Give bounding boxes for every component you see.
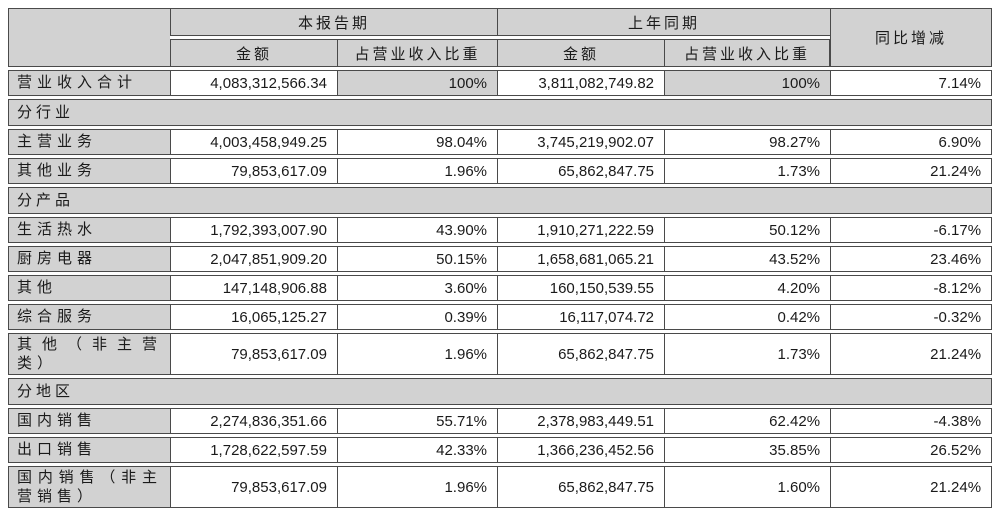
share-current-cell: 1.96% — [337, 333, 498, 375]
table-row: 其他业务 79,853,617.09 1.96% 65,862,847.75 1.73%… — [8, 158, 993, 184]
share-current-cell: 55.71% — [337, 408, 498, 434]
amount-prior-cell: 65,862,847.75 — [497, 466, 665, 508]
amount-current-cell: 1,728,622,597.59 — [170, 437, 337, 463]
amount-prior-cell: 16,117,074.72 — [497, 304, 665, 330]
table-row: 主营业务 4,003,458,949.25 98.04% 3,745,219,902.… — [8, 129, 993, 155]
header-row-groups: 本报告期 上年同期 同比增减 — [8, 8, 993, 67]
row-label-cell: 其他（非主营类） — [8, 333, 170, 375]
amount-prior-cell: 1,910,271,222.59 — [497, 217, 665, 243]
column-group-prior-period: 上年同期 — [497, 8, 831, 36]
row-label-cell: 厨房电器 — [8, 246, 170, 272]
yoy-change-cell: 23.46% — [830, 246, 993, 272]
header-row-subcolumns: 金额 占营业收入比重 金额 占营业收入比重 — [8, 39, 992, 67]
table-row: 国内销售（非主营销售） 79,853,617.09 1.96% 65,862,847.… — [8, 466, 993, 508]
share-prior-cell: 1.60% — [664, 466, 831, 508]
share-current-cell: 1.96% — [337, 466, 498, 508]
row-label-cell: 生活热水 — [8, 217, 170, 243]
share-current-cell: 3.60% — [337, 275, 498, 301]
amount-current-cell: 147,148,906.88 — [170, 275, 337, 301]
row-label-cell: 其他 — [8, 275, 170, 301]
amount-current-cell: 1,792,393,007.90 — [170, 217, 337, 243]
yoy-change-cell: 21.24% — [830, 333, 993, 375]
table-body: 营业收入合计 4,083,312,566.34 100% 3,811,082,749.… — [8, 70, 993, 508]
table-row: 出口销售 1,728,622,597.59 42.33% 1,366,236,452.… — [8, 437, 993, 463]
table-header: 本报告期 上年同期 同比增减 金额 占营业收入比重 金额 占营业收入比重 — [8, 8, 993, 67]
row-label-cell: 主营业务 — [8, 129, 170, 155]
table-row: 其他 147,148,906.88 3.60% 160,150,539.55 4.20%… — [8, 275, 993, 301]
column-group-current-period: 本报告期 — [170, 8, 498, 36]
yoy-change-cell: -4.38% — [830, 408, 993, 434]
share-prior-cell: 1.73% — [664, 333, 831, 375]
table-row: 生活热水 1,792,393,007.90 43.90% 1,910,271,222.… — [8, 217, 993, 243]
share-prior-cell: 50.12% — [664, 217, 831, 243]
amount-prior-cell: 1,658,681,065.21 — [497, 246, 665, 272]
amount-prior-cell: 1,366,236,452.56 — [497, 437, 665, 463]
share-current-cell: 1.96% — [337, 158, 498, 184]
row-label-cell: 出口销售 — [8, 437, 170, 463]
share-prior-cell: 98.27% — [664, 129, 831, 155]
share-current-cell: 50.15% — [337, 246, 498, 272]
table-row: 其他（非主营类） 79,853,617.09 1.96% 65,862,847.75 1… — [8, 333, 993, 375]
amount-current-cell: 4,003,458,949.25 — [170, 129, 337, 155]
amount-current-cell: 16,065,125.27 — [170, 304, 337, 330]
row-label-cell: 国内销售 — [8, 408, 170, 434]
column-header-yoy-change: 同比增减 — [830, 8, 993, 67]
yoy-change-cell: -0.32% — [830, 304, 993, 330]
section-header-row: 分行业 — [8, 99, 993, 126]
column-header-share-current: 占营业收入比重 — [337, 39, 498, 67]
amount-current-cell: 2,274,836,351.66 — [170, 408, 337, 434]
share-current-cell: 0.39% — [337, 304, 498, 330]
yoy-change-cell: 21.24% — [830, 158, 993, 184]
row-label-cell: 其他业务 — [8, 158, 170, 184]
column-header-share-prior: 占营业收入比重 — [664, 39, 831, 67]
yoy-change-cell: 26.52% — [830, 437, 993, 463]
section-header-cell: 分产品 — [8, 187, 993, 214]
amount-prior-cell: 3,811,082,749.82 — [497, 70, 665, 96]
revenue-breakdown-table: 本报告期 上年同期 同比增减 金额 占营业收入比重 金额 占营业收入比重 营业收… — [8, 5, 993, 511]
section-header-row: 分产品 — [8, 187, 993, 214]
share-prior-cell: 100% — [664, 70, 831, 96]
share-prior-cell: 62.42% — [664, 408, 831, 434]
share-current-cell: 42.33% — [337, 437, 498, 463]
table-row: 综合服务 16,065,125.27 0.39% 16,117,074.72 0.42%… — [8, 304, 993, 330]
table-row: 厨房电器 2,047,851,909.20 50.15% 1,658,681,065.… — [8, 246, 993, 272]
table-row: 国内销售 2,274,836,351.66 55.71% 2,378,983,449.… — [8, 408, 993, 434]
row-label-cell: 综合服务 — [8, 304, 170, 330]
amount-prior-cell: 160,150,539.55 — [497, 275, 665, 301]
section-header-row: 分地区 — [8, 378, 993, 405]
share-current-cell: 100% — [337, 70, 498, 96]
share-current-cell: 43.90% — [337, 217, 498, 243]
share-prior-cell: 35.85% — [664, 437, 831, 463]
amount-current-cell: 79,853,617.09 — [170, 333, 337, 375]
amount-current-cell: 2,047,851,909.20 — [170, 246, 337, 272]
corner-cell — [8, 8, 170, 67]
amount-prior-cell: 65,862,847.75 — [497, 158, 665, 184]
amount-current-cell: 79,853,617.09 — [170, 466, 337, 508]
yoy-change-cell: 7.14% — [830, 70, 993, 96]
share-prior-cell: 1.73% — [664, 158, 831, 184]
amount-current-cell: 79,853,617.09 — [170, 158, 337, 184]
yoy-change-cell: 21.24% — [830, 466, 993, 508]
row-label-cell: 国内销售（非主营销售） — [8, 466, 170, 508]
section-header-cell: 分地区 — [8, 378, 993, 405]
amount-current-cell: 4,083,312,566.34 — [170, 70, 337, 96]
share-prior-cell: 43.52% — [664, 246, 831, 272]
yoy-change-cell: -8.12% — [830, 275, 993, 301]
yoy-change-cell: -6.17% — [830, 217, 993, 243]
share-current-cell: 98.04% — [337, 129, 498, 155]
share-prior-cell: 4.20% — [664, 275, 831, 301]
table-row: 营业收入合计 4,083,312,566.34 100% 3,811,082,749.… — [8, 70, 993, 96]
amount-prior-cell: 3,745,219,902.07 — [497, 129, 665, 155]
column-header-amount-current: 金额 — [170, 39, 337, 67]
section-header-cell: 分行业 — [8, 99, 993, 126]
column-header-amount-prior: 金额 — [497, 39, 665, 67]
share-prior-cell: 0.42% — [664, 304, 831, 330]
yoy-change-cell: 6.90% — [830, 129, 993, 155]
row-label-cell: 营业收入合计 — [8, 70, 170, 96]
amount-prior-cell: 65,862,847.75 — [497, 333, 665, 375]
amount-prior-cell: 2,378,983,449.51 — [497, 408, 665, 434]
